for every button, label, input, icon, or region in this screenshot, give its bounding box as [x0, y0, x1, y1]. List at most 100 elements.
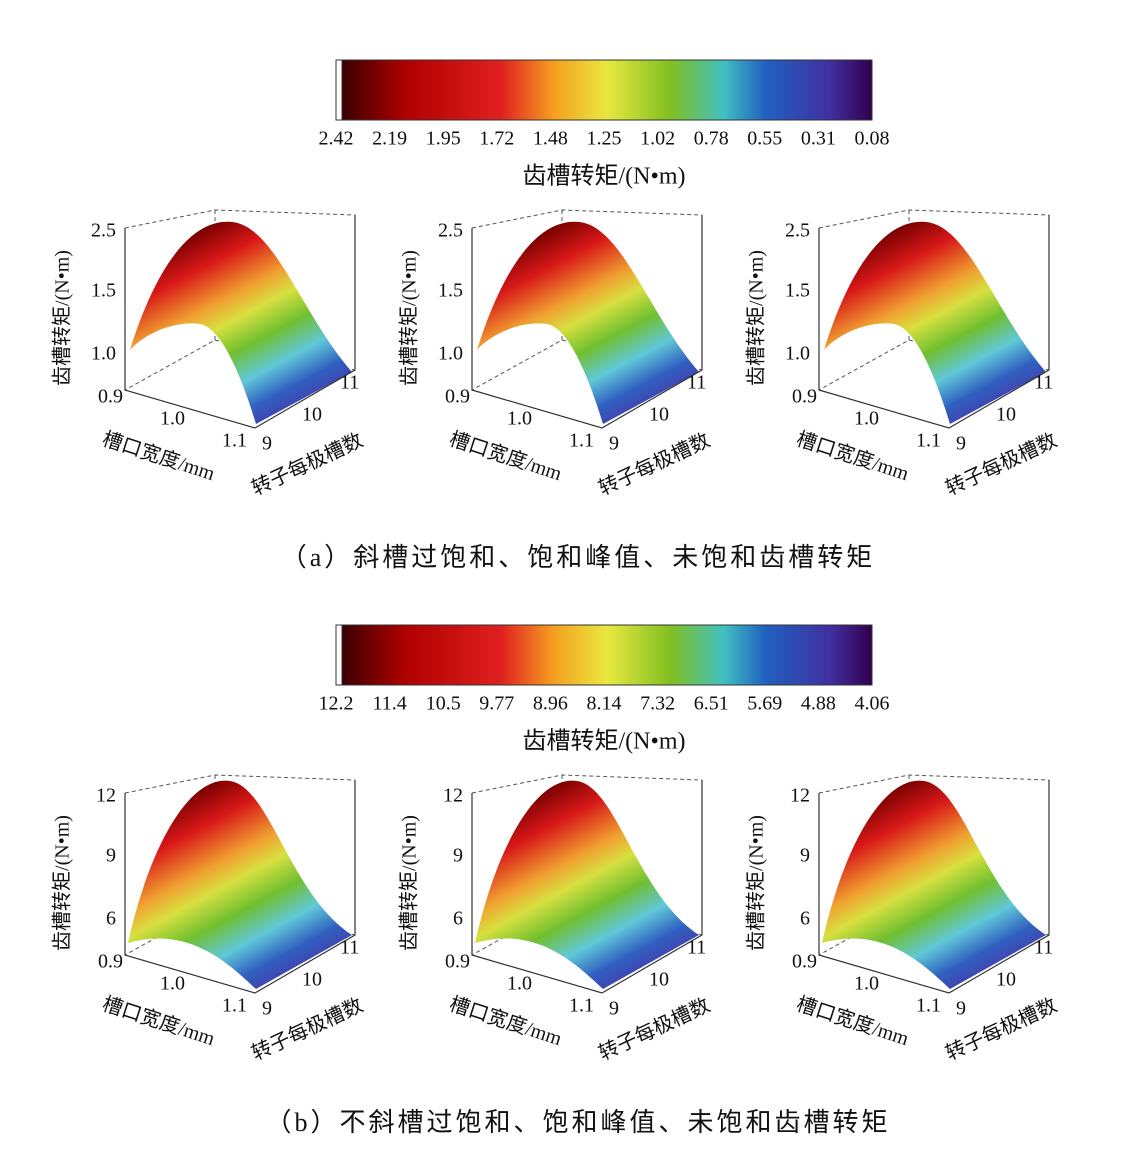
colorbar-tick-label: 1.02	[640, 128, 675, 150]
y-tick-label: 11	[1034, 372, 1053, 394]
z-tick-label: 9	[106, 845, 116, 867]
axes	[818, 780, 1050, 994]
x-tick-label: 0.9	[792, 386, 817, 408]
surface	[128, 780, 352, 989]
x-tick-label: 1.0	[507, 973, 532, 995]
z-tick-label: 9	[453, 845, 463, 867]
colorbar-tick-label: 1.95	[426, 128, 461, 150]
surface	[475, 780, 699, 989]
z-tick-label: 12	[790, 785, 810, 807]
z-tick-label: 2.5	[91, 220, 116, 242]
y-tick-label: 9	[956, 433, 966, 455]
colorbar-tick-label: 6.51	[694, 693, 729, 715]
z-axis-label: 齿槽转矩/(N•m)	[51, 250, 74, 386]
z-axis-label: 齿槽转矩/(N•m)	[51, 815, 74, 951]
z-axis-label: 齿槽转矩/(N•m)	[398, 815, 421, 951]
y-tick-label: 9	[609, 998, 619, 1020]
z-tick-label: 1.5	[91, 280, 116, 302]
z-tick-label: 6	[106, 908, 116, 930]
caption: （a）斜槽过饱和、饱和峰值、未饱和齿槽转矩	[281, 543, 876, 572]
surface-plot: 2.5 1.5 1.0 0.9 1.0 1.1 9 10 11 齿槽转矩/(N•m) 槽口宽度/mm…	[745, 209, 1060, 500]
y-tick-label: 10	[649, 404, 669, 426]
colorbar	[341, 59, 873, 121]
axes	[471, 780, 703, 994]
surface	[477, 221, 699, 424]
z-tick-label: 2.5	[785, 220, 810, 242]
axes	[124, 780, 356, 994]
z-tick-label: 1.0	[91, 343, 116, 365]
z-tick-label: 6	[800, 908, 810, 930]
panel: 12.2 11.4 10.5 9.77 8.96 8.14 7.32 6.51 5.69 4.88…	[51, 624, 1060, 1137]
x-tick-label: 1.0	[854, 973, 879, 995]
colorbar-tick-label: 0.78	[694, 128, 729, 150]
z-tick-label: 1.5	[438, 280, 463, 302]
x-tick-label: 0.9	[98, 386, 123, 408]
y-tick-label: 10	[649, 969, 669, 991]
colorbar-tick-label: 5.69	[747, 693, 782, 715]
y-tick-label: 9	[262, 433, 272, 455]
x-tick-label: 1.1	[916, 995, 941, 1017]
colorbar-tick-label: 0.08	[855, 128, 890, 150]
x-tick-label: 0.9	[445, 951, 470, 973]
x-tick-label: 0.9	[98, 951, 123, 973]
x-tick-label: 1.0	[160, 973, 185, 995]
y-tick-label: 11	[687, 937, 706, 959]
z-tick-label: 1.0	[438, 343, 463, 365]
caption: （b）不斜槽过饱和、饱和峰值、未饱和齿槽转矩	[265, 1108, 890, 1137]
x-tick-label: 1.1	[222, 995, 247, 1017]
colorbar-tick-label: 8.14	[587, 693, 622, 715]
x-tick-label: 1.0	[507, 408, 532, 430]
surface	[130, 221, 352, 424]
colorbar-title: 齿槽转矩/(N•m)	[522, 728, 685, 755]
x-axis-label: 槽口宽度/mm	[100, 427, 218, 485]
z-tick-label: 9	[800, 845, 810, 867]
axes	[471, 215, 703, 429]
x-tick-label: 1.1	[222, 430, 247, 452]
z-axis-label: 齿槽转矩/(N•m)	[745, 815, 768, 951]
y-tick-label: 10	[302, 969, 322, 991]
surface	[824, 221, 1046, 424]
z-axis-label: 齿槽转矩/(N•m)	[745, 250, 768, 386]
colorbar-tick-label: 9.77	[479, 693, 514, 715]
colorbar-tick-label: 2.19	[372, 128, 407, 150]
x-tick-label: 1.1	[569, 430, 594, 452]
y-tick-label: 11	[1034, 937, 1053, 959]
panel: 2.42 2.19 1.95 1.72 1.48 1.25 1.02 0.78 0.55 0.31…	[51, 59, 1060, 572]
y-tick-label: 9	[609, 433, 619, 455]
x-axis-label: 槽口宽度/mm	[447, 992, 565, 1050]
colorbar-tick-label: 7.32	[640, 693, 675, 715]
colorbar-tick-label: 0.31	[801, 128, 836, 150]
colorbar-tick-label: 1.48	[533, 128, 568, 150]
colorbar	[341, 624, 873, 686]
colorbar-tick-label: 4.06	[855, 693, 890, 715]
z-tick-label: 1.0	[785, 343, 810, 365]
colorbar-tick-label: 1.72	[479, 128, 514, 150]
z-tick-label: 1.5	[785, 280, 810, 302]
x-axis-label: 槽口宽度/mm	[794, 427, 912, 485]
y-tick-label: 9	[262, 998, 272, 1020]
z-tick-label: 12	[443, 785, 463, 807]
colorbar-tick-label: 2.42	[319, 128, 354, 150]
colorbar-tick-label: 12.2	[319, 693, 354, 715]
y-tick-label: 10	[996, 969, 1016, 991]
surface-plot: 2.5 1.5 1.0 0.9 1.0 1.1 9 10 11 齿槽转矩/(N•m) 槽口宽度/mm…	[51, 209, 366, 500]
x-tick-label: 1.0	[160, 408, 185, 430]
y-tick-label: 9	[956, 998, 966, 1020]
colorbar-title: 齿槽转矩/(N•m)	[522, 163, 685, 190]
z-tick-label: 12	[96, 785, 116, 807]
x-tick-label: 1.0	[854, 408, 879, 430]
x-axis-label: 槽口宽度/mm	[794, 992, 912, 1050]
y-tick-label: 10	[996, 404, 1016, 426]
x-axis-label: 槽口宽度/mm	[100, 992, 218, 1050]
colorbar-edge	[335, 624, 343, 686]
colorbar-tick-label: 1.25	[587, 128, 622, 150]
y-tick-label: 11	[340, 937, 359, 959]
axes	[818, 215, 1050, 429]
colorbar-tick-label: 0.55	[747, 128, 782, 150]
y-tick-label: 11	[340, 372, 359, 394]
x-tick-label: 1.1	[569, 995, 594, 1017]
colorbar-edge	[335, 59, 343, 121]
